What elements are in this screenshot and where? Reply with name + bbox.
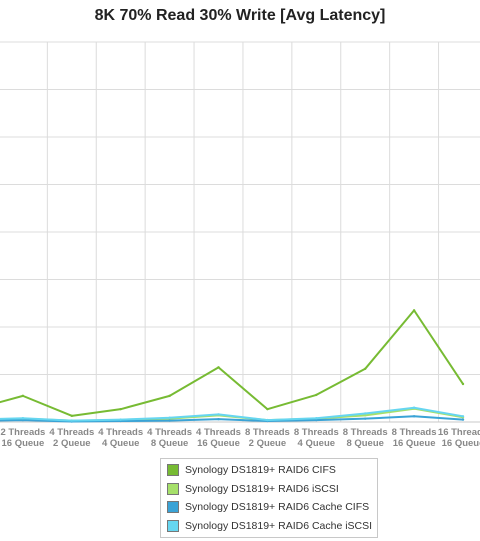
x-tick-label: 8 Threads 4 Queue [294,427,339,449]
legend-label: Synology DS1819+ RAID6 CIFS [185,464,336,477]
x-tick-label: 4 Threads 8 Queue [147,427,192,449]
x-tick-label: 4 Threads 16 Queue [196,427,241,449]
data-point [461,415,465,418]
legend-swatch [167,501,179,514]
data-point [315,417,318,420]
x-tick-label: 8 Threads 2 Queue [245,427,290,449]
data-point [266,407,269,411]
data-point [21,418,25,422]
data-point [412,309,416,312]
legend-item[interactable]: Synology DS1819+ RAID6 Cache CIFS [161,498,377,517]
legend-swatch [167,482,179,495]
x-tick-label: 4 Threads 2 Queue [49,427,94,449]
data-point [217,417,220,421]
data-point [21,417,25,420]
data-point [315,393,318,397]
legend-item[interactable]: Synology DS1819+ RAID6 Cache iSCSI [161,517,377,536]
data-point [70,414,74,418]
data-point [364,414,367,417]
legend-item[interactable]: Synology DS1819+ RAID6 iSCSI [161,480,377,499]
legend-swatch [167,464,179,477]
legend-label: Synology DS1819+ RAID6 Cache iSCSI [185,519,373,532]
legend-item[interactable]: Synology DS1819+ RAID6 CIFS [161,461,377,480]
data-point [217,413,220,416]
x-tick-label: 8 Threads 8 Queue [343,427,388,449]
data-point [364,367,367,370]
data-point [119,418,122,421]
data-point [412,406,416,409]
series-line-1 [0,309,464,417]
data-point [217,366,220,369]
data-point [119,407,122,411]
data-point [168,416,171,419]
x-tick-label: 2 Threads 16 Queue [0,427,45,449]
data-point [461,418,465,421]
data-point [70,419,74,422]
data-point [412,415,416,418]
legend-swatch [167,519,179,532]
data-point [21,394,25,398]
legend: Synology DS1819+ RAID6 CIFS Synology DS18… [160,458,378,538]
data-point [168,394,171,398]
data-point [266,418,269,422]
legend-label: Synology DS1819+ RAID6 iSCSI [185,482,339,495]
data-point [315,418,318,422]
data-point [168,419,171,422]
legend-label: Synology DS1819+ RAID6 Cache CIFS [185,501,370,514]
data-point [364,417,367,420]
x-tick-label: 4 Threads 4 Queue [98,427,143,449]
x-tick-label: 8 Threads 16 Queue [392,427,437,449]
chart-title: 8K 70% Read 30% Write [Avg Latency] [94,7,386,24]
data-point [364,412,367,415]
data-point [461,382,465,386]
